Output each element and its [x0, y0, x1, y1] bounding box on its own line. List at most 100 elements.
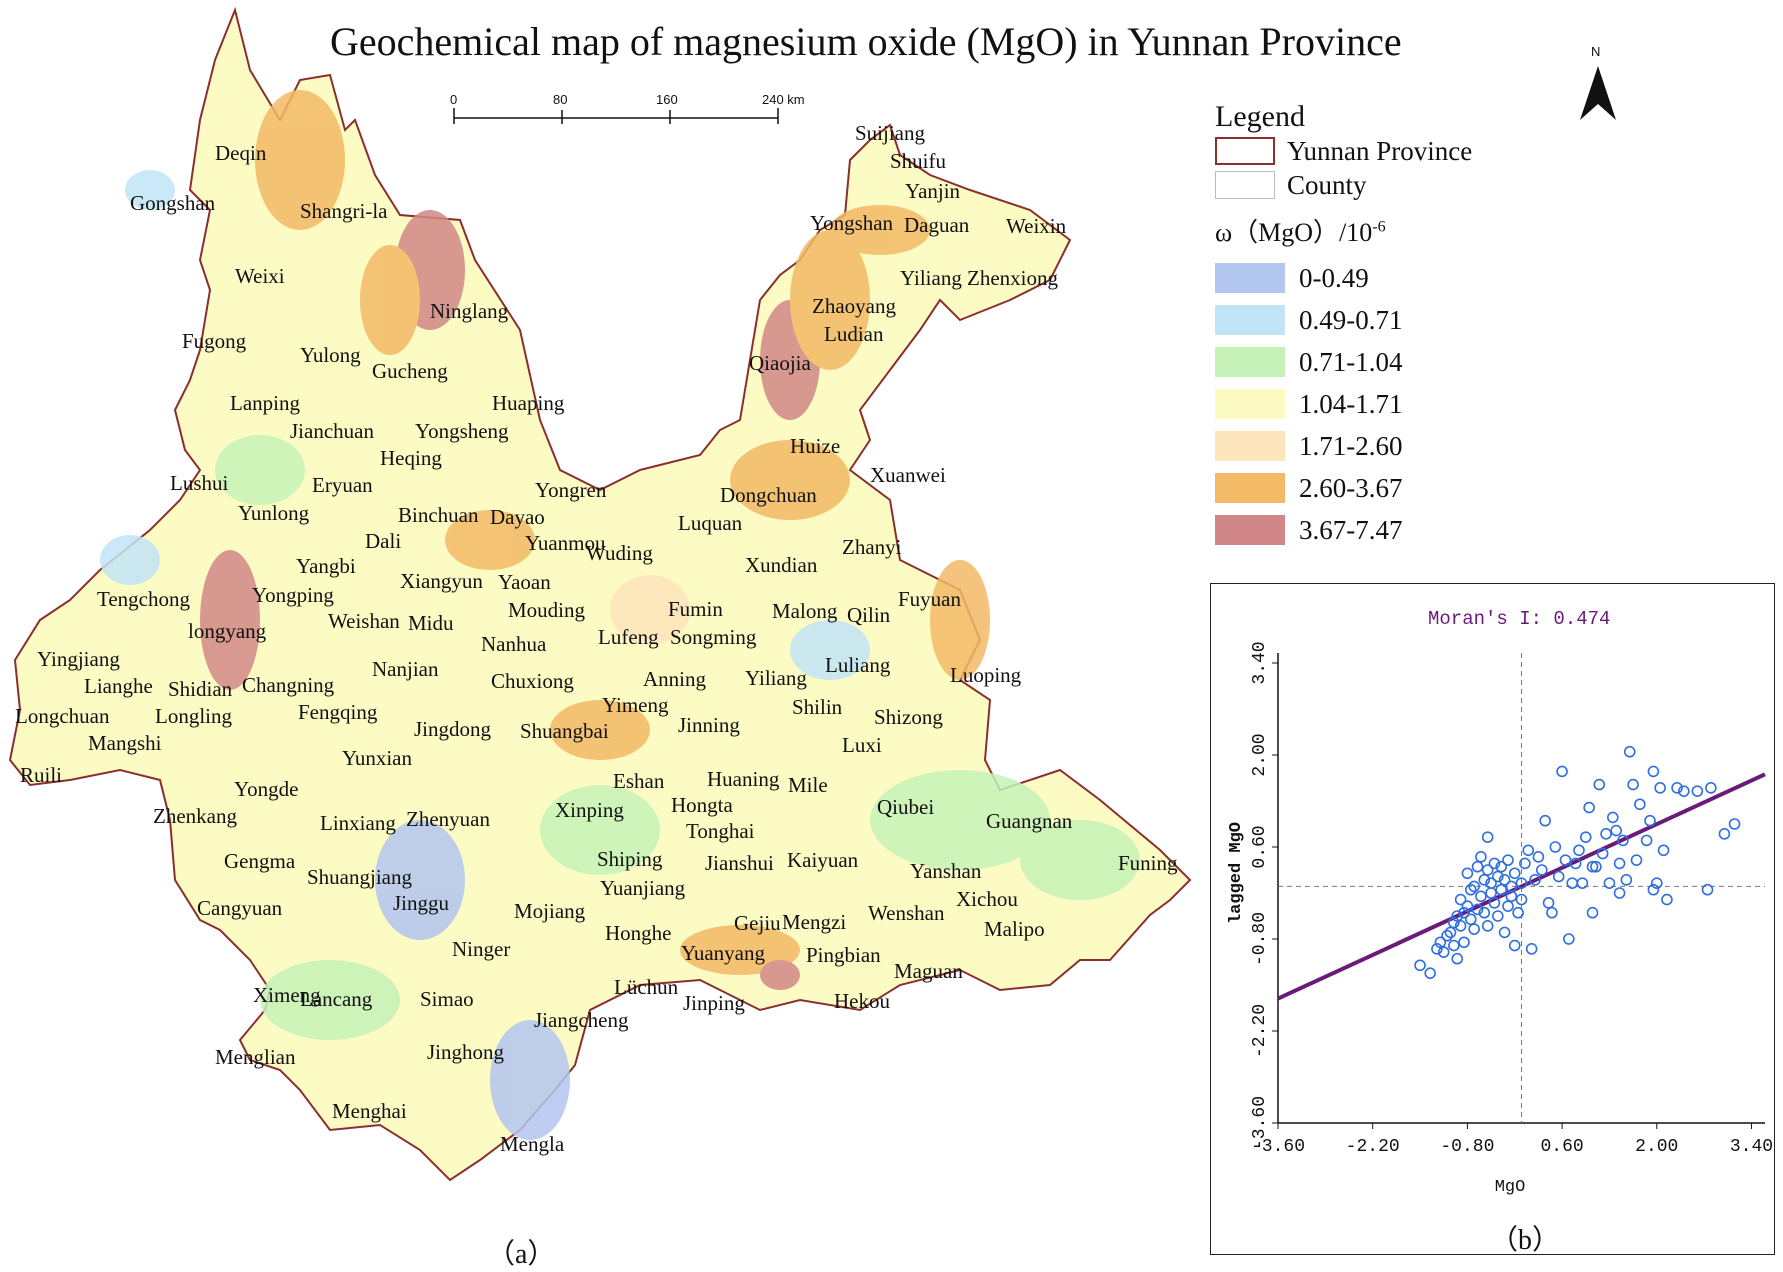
place-label: Yongshan [810, 211, 894, 235]
scatter-point [1630, 854, 1643, 866]
scatter-point [1441, 929, 1453, 942]
scale-tick-240: 240 km [762, 92, 805, 107]
scatter-point [1502, 854, 1514, 866]
scatter-point [1451, 952, 1464, 965]
map-title: Geochemical map of magnesium oxide (MgO)… [330, 19, 1402, 64]
scatter-point [1505, 890, 1518, 903]
place-label: Qiubei [877, 795, 934, 819]
legend-province-label: Yunnan Province [1287, 135, 1473, 166]
scatter-point [1481, 831, 1494, 843]
place-label: Zhenkang [153, 804, 237, 828]
legend-class-label: 0-0.49 [1299, 262, 1369, 293]
place-label: Ruili [20, 763, 62, 787]
place-label: Maguan [894, 959, 963, 983]
scatter-point [1437, 946, 1450, 958]
place-label: longyang [188, 619, 267, 643]
scale-bar: 0 80 160 240 km [450, 92, 805, 124]
place-label: Linxiang [320, 811, 396, 835]
scatter-point [1671, 782, 1683, 794]
x-tick-label: 3.40 [1730, 1137, 1773, 1157]
place-label: Xuanwei [870, 463, 946, 487]
place-label: Fengqing [298, 700, 378, 724]
place-label: Jinning [678, 713, 740, 737]
place-label: Shilin [792, 695, 843, 719]
moran-scatter-frame [1210, 583, 1775, 1255]
place-label: Qiaojia [749, 351, 811, 375]
place-label: Longling [155, 704, 232, 728]
scatter-point [1451, 910, 1464, 922]
place-label: Yongping [252, 583, 334, 607]
scatter-point [1461, 900, 1474, 912]
legend-class-swatch [1215, 305, 1285, 335]
scatter-point [1454, 920, 1467, 932]
scatter-point [1529, 874, 1541, 886]
place-label: Qilin [847, 603, 891, 627]
place-label: Zhanyi [842, 535, 902, 559]
scatter-point [1431, 943, 1443, 955]
place-label: Yimeng [602, 693, 669, 717]
place-label: Dongchuan [720, 483, 817, 507]
scatter-point [1498, 874, 1511, 886]
x-tick-label: 2.00 [1635, 1137, 1678, 1157]
place-label: Luliang [825, 653, 891, 677]
scatter-point [1644, 814, 1656, 827]
scatter-point [1495, 883, 1508, 896]
scatter-point [1492, 870, 1504, 883]
scatter-title: Moran's I: 0.474 [1428, 608, 1610, 630]
place-label: Xiangyun [400, 569, 483, 593]
north-label: N [1591, 44, 1600, 59]
scale-tick-80: 80 [553, 92, 567, 107]
place-label: Zhenyuan [406, 807, 490, 831]
panel-label-b: （b） [1490, 1225, 1561, 1256]
legend-class-label: 0.71-1.04 [1299, 346, 1403, 377]
place-label: Fuyuan [898, 587, 962, 611]
scatter-point [1519, 857, 1531, 870]
scatter-point [1586, 906, 1599, 919]
place-label: Zhenxiong [967, 266, 1058, 290]
scatter-point [1488, 897, 1501, 909]
place-label: Luquan [678, 511, 743, 535]
place-label: Huaping [492, 391, 565, 415]
scatter-point [1705, 782, 1717, 794]
scatter-point [1647, 883, 1660, 896]
place-label: Luoping [950, 663, 1022, 687]
place-label: Gongshan [130, 191, 216, 215]
legend-class-label: 1.71-2.60 [1299, 430, 1403, 461]
scatter-point [1623, 745, 1636, 758]
place-label: Wuding [586, 541, 653, 565]
place-label: Hongta [671, 793, 734, 817]
y-tick-label: 2.00 [1250, 733, 1270, 776]
place-label: Dali [365, 529, 401, 553]
scatter-point [1718, 828, 1731, 840]
place-label: Huize [790, 434, 840, 458]
place-label: Yangbi [296, 554, 356, 578]
scatter-point [1617, 834, 1629, 847]
legend-class-4: 1.71-2.60 [1215, 425, 1515, 467]
place-label: Menghai [332, 1099, 407, 1123]
scatter-point [1468, 923, 1480, 935]
scatter-point [1532, 851, 1545, 863]
legend-class-label: 1.04-1.71 [1299, 388, 1403, 419]
scatter-point [1613, 857, 1626, 870]
place-label: Jinggu [393, 891, 450, 915]
place-label: Daguan [904, 213, 970, 237]
scatter-point [1515, 877, 1528, 889]
place-label: Xinping [555, 798, 624, 822]
scale-tick-160: 160 [656, 92, 678, 107]
scatter-point [1464, 883, 1477, 896]
legend-class-6: 3.67-7.47 [1215, 509, 1515, 551]
scatter-points [1414, 745, 1741, 979]
place-label: Songming [670, 625, 757, 649]
scatter-point [1508, 867, 1521, 880]
place-label: Shuifu [890, 149, 947, 173]
place-label: Jianchuan [290, 419, 374, 443]
place-label: Lüchun [614, 975, 679, 999]
scatter-point [1586, 860, 1599, 873]
place-label: Mile [788, 773, 828, 797]
place-label: Yuanjiang [600, 876, 686, 900]
scatter-point [1481, 920, 1494, 932]
scatter-point [1728, 818, 1741, 830]
regression-line [1277, 772, 1766, 1001]
y-tick-label: 0.60 [1250, 825, 1270, 868]
